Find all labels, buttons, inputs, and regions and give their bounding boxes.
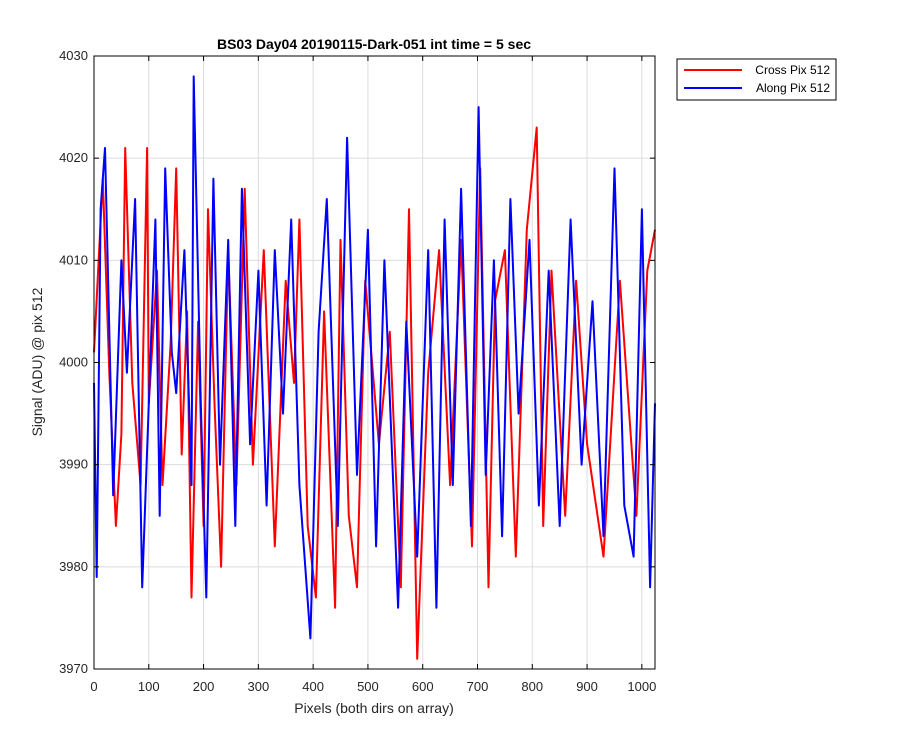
- x-tick-label: 1000: [627, 679, 656, 694]
- y-tick-label: 3980: [59, 559, 88, 574]
- chart-title: BS03 Day04 20190115-Dark-051 int time = …: [217, 36, 531, 52]
- x-axis-label: Pixels (both dirs on array): [294, 700, 454, 716]
- series-layer: [93, 75, 656, 660]
- legend-box: [676, 58, 837, 101]
- ticks: [93, 55, 655, 670]
- x-tick-label: 700: [467, 679, 489, 694]
- y-tick-label: 4010: [59, 252, 88, 267]
- x-tick-label: 500: [357, 679, 379, 694]
- y-tick-label: 3970: [59, 661, 88, 676]
- tick-labels: 0 100 200 300 400 500 600 700 800 900 1000 3970 3980…: [59, 48, 656, 694]
- x-tick-label: 100: [138, 679, 160, 694]
- series-line-along-pix-512: [93, 75, 656, 640]
- x-tick-label: 200: [193, 679, 215, 694]
- y-tick-label: 4000: [59, 355, 88, 370]
- legend: Cross Pix 512 Along Pix 512: [676, 58, 837, 101]
- x-tick-label: 0: [90, 679, 97, 694]
- y-tick-label: 4030: [59, 48, 88, 63]
- x-tick-label: 900: [576, 679, 598, 694]
- x-tick-label: 400: [302, 679, 324, 694]
- y-tick-label: 3990: [59, 457, 88, 472]
- x-tick-label: 800: [521, 679, 543, 694]
- legend-label-cross: Cross Pix 512: [755, 63, 830, 77]
- y-axis-label: Signal (ADU) @ pix 512: [29, 287, 45, 436]
- x-tick-label: 300: [248, 679, 270, 694]
- y-tick-label: 4020: [59, 150, 88, 165]
- legend-label-along: Along Pix 512: [756, 81, 830, 95]
- x-tick-label: 600: [412, 679, 434, 694]
